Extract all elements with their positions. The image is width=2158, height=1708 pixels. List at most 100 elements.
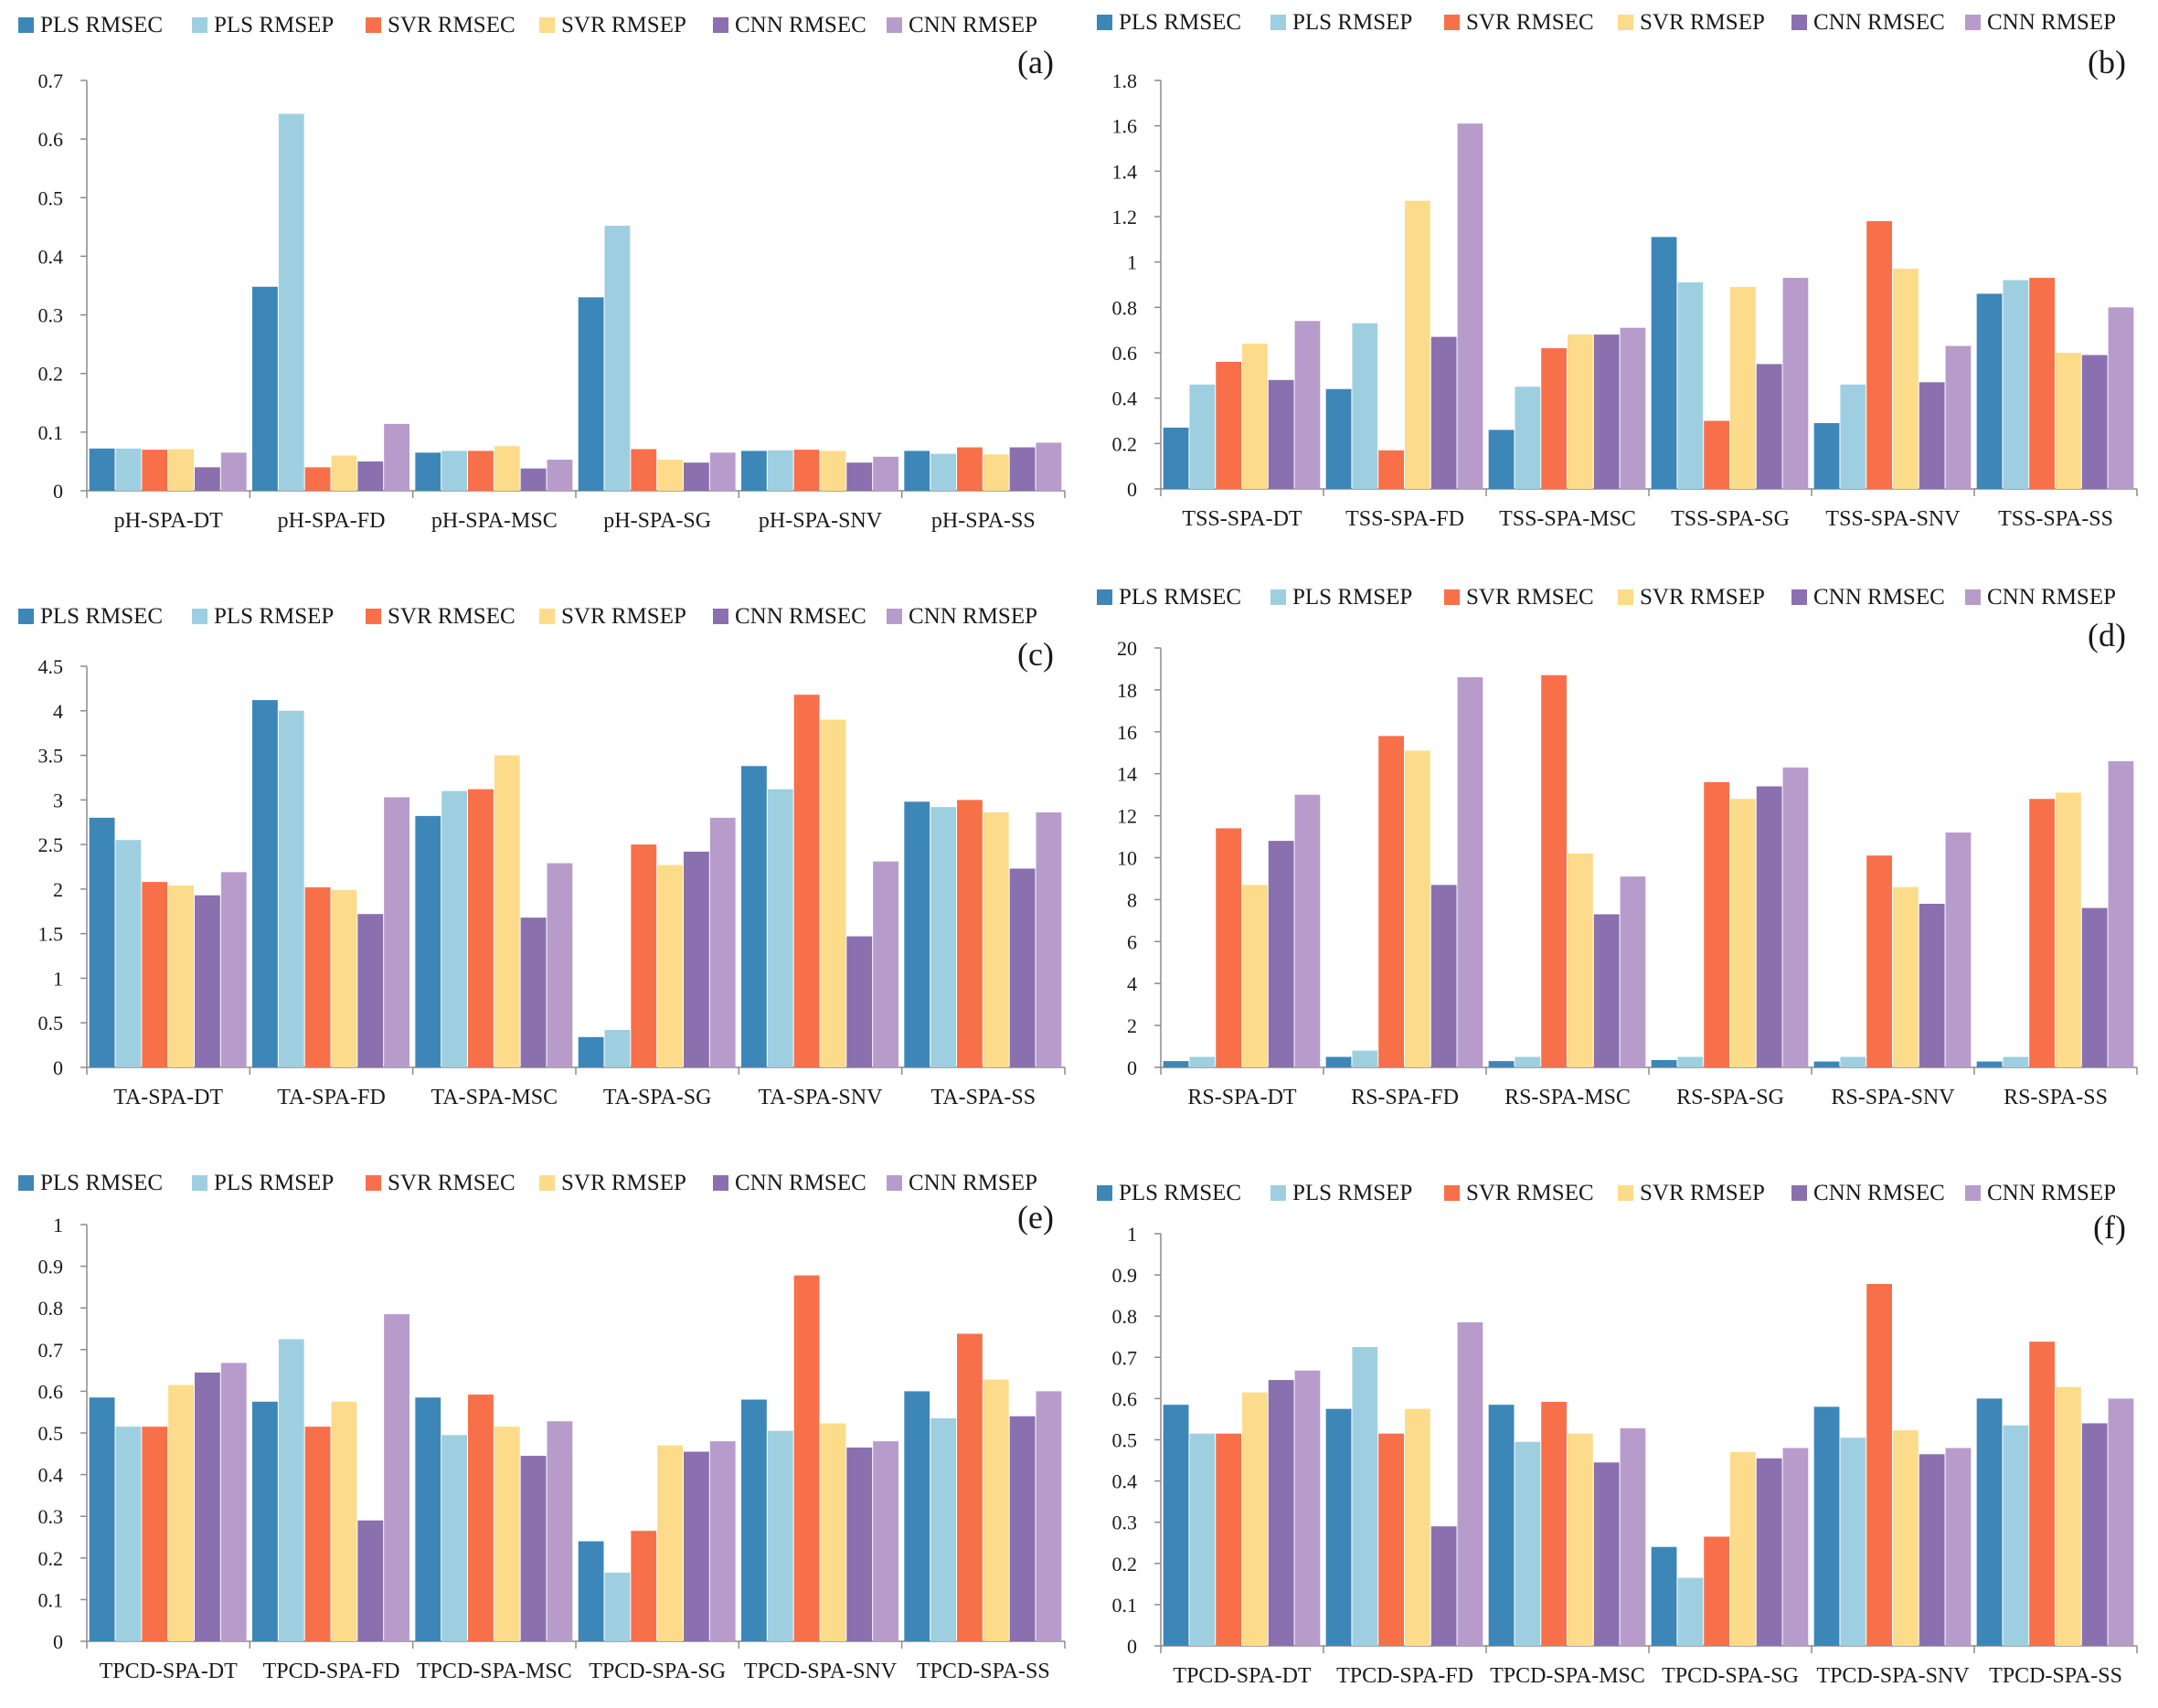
y-tick-label: 0.6 <box>38 1380 64 1403</box>
legend-swatch-4 <box>1791 15 1807 30</box>
bar-pls-rmsec <box>578 297 604 491</box>
bar-pls-rmsec <box>1976 293 2003 489</box>
y-tick-label: 0 <box>53 1630 63 1653</box>
panel-label: (a) <box>1017 44 1054 80</box>
bar-pls-rmsep <box>1677 1577 1704 1646</box>
legend-label-2: SVR RMSEC <box>1466 585 1594 610</box>
y-tick-label: 0.8 <box>1112 296 1138 319</box>
y-tick-label: 3.5 <box>38 745 64 768</box>
x-tick-label: TPCD-SPA-SNV <box>1816 1664 1970 1688</box>
y-tick-label: 0.5 <box>38 1012 64 1034</box>
legend-swatch-0 <box>18 1175 34 1191</box>
bar-cnn-rmsep <box>873 1441 898 1641</box>
bar-svr-rmsec <box>957 447 983 491</box>
bar-svr-rmsep <box>657 865 683 1067</box>
bar-svr-rmsep <box>1893 269 1919 489</box>
y-tick-label: 12 <box>1117 805 1137 828</box>
bar-svr-rmsep <box>1730 286 1756 489</box>
bar-svr-rmsec <box>1216 1433 1241 1646</box>
bar-cnn-rmsec <box>1919 382 1945 489</box>
legend-label-3: SVR RMSEP <box>561 1171 686 1195</box>
y-tick-label: 3 <box>53 789 63 812</box>
legend-label-4: CNN RMSEC <box>735 604 866 629</box>
x-tick-label: pH-SPA-FD <box>278 509 386 533</box>
bar-svr-rmsec <box>1704 420 1729 489</box>
legend-swatch-5 <box>1965 15 1981 30</box>
legend-label-4: CNN RMSEC <box>735 13 866 37</box>
bar-pls-rmsec <box>904 451 930 491</box>
legend-label-3: SVR RMSEP <box>1640 585 1765 610</box>
x-tick-label: pH-SPA-DT <box>114 509 223 533</box>
bar-cnn-rmsep <box>547 460 573 491</box>
bar-pls-rmsep <box>1189 1433 1216 1646</box>
bar-cnn-rmsec <box>683 462 709 491</box>
bar-pls-rmsec <box>252 1401 278 1641</box>
y-tick-label: 1.5 <box>38 923 64 946</box>
bar-cnn-rmsec <box>2081 907 2108 1067</box>
bar-svr-rmsec <box>1216 361 1241 489</box>
bar-cnn-rmsec <box>683 851 709 1067</box>
bar-pls-rmsep <box>930 1418 957 1641</box>
bar-cnn-rmsec <box>520 1456 547 1641</box>
x-tick-label: TPCD-SPA-MSC <box>417 1660 572 1683</box>
x-tick-label: TA-SPA-SS <box>931 1086 1036 1109</box>
y-tick-label: 0 <box>53 1056 63 1079</box>
bar-cnn-rmsep <box>1294 794 1321 1067</box>
y-tick-label: 0.7 <box>1112 1346 1138 1369</box>
bar-cnn-rmsep <box>873 861 898 1067</box>
bar-cnn-rmsep <box>1782 767 1809 1067</box>
bar-pls-rmsec <box>904 1391 930 1641</box>
y-tick-label: 0.7 <box>38 1339 64 1362</box>
bar-cnn-rmsep <box>2108 760 2134 1067</box>
bar-pls-rmsep <box>115 448 142 491</box>
legend-label-1: PLS RMSEP <box>1292 585 1412 610</box>
bar-cnn-rmsec <box>194 467 220 491</box>
y-tick-label: 0.2 <box>38 1547 64 1570</box>
y-tick-label: 0.4 <box>38 245 64 268</box>
legend-swatch-2 <box>366 609 381 624</box>
bar-cnn-rmsec <box>194 895 220 1067</box>
bar-svr-rmsep <box>2056 792 2081 1067</box>
legend-label-5: CNN RMSEP <box>1987 585 2116 610</box>
legend-label-3: SVR RMSEP <box>1640 1181 1765 1205</box>
bar-svr-rmsep <box>168 885 194 1067</box>
bar-cnn-rmsep <box>220 1363 247 1641</box>
bar-cnn-rmsep <box>1782 278 1809 489</box>
legend-swatch-3 <box>539 609 555 624</box>
bar-svr-rmsec <box>1704 1536 1729 1646</box>
bar-svr-rmsep <box>820 451 846 491</box>
bar-svr-rmsep <box>2056 353 2081 489</box>
bar-cnn-rmsep <box>1036 1391 1062 1641</box>
y-tick-label: 1.8 <box>1112 69 1138 92</box>
bar-svr-rmsep <box>1405 200 1430 489</box>
bar-pls-rmsep <box>441 451 468 491</box>
legend-label-1: PLS RMSEP <box>1292 10 1412 35</box>
x-tick-label: RS-SPA-SG <box>1676 1086 1784 1109</box>
y-tick-label: 8 <box>1127 888 1137 911</box>
panel-label: (f) <box>2093 1209 2126 1246</box>
bar-cnn-rmsep <box>384 1314 409 1641</box>
bar-pls-rmsep <box>1840 1056 1866 1067</box>
bar-svr-rmsep <box>1730 1452 1756 1646</box>
bar-svr-rmsec <box>2029 799 2055 1067</box>
x-tick-label: TSS-SPA-FD <box>1345 507 1464 531</box>
bar-pls-rmsec <box>741 1399 767 1641</box>
bar-svr-rmsec <box>304 886 331 1067</box>
legend-swatch-3 <box>539 17 555 33</box>
chart-panel-e: PLS RMSEC PLS RMSEP SVR RMSEC SVR RMSEP CNN … <box>18 1171 1066 1683</box>
bar-pls-rmsec <box>1813 1061 1840 1067</box>
legend-label-0: PLS RMSEC <box>1119 585 1241 610</box>
x-tick-label: TA-SPA-SNV <box>759 1086 884 1109</box>
y-tick-label: 10 <box>1117 847 1137 870</box>
bar-pls-rmsep <box>1677 282 1704 489</box>
bar-svr-rmsec <box>1378 1433 1404 1646</box>
bar-cnn-rmsec <box>194 1372 220 1641</box>
y-tick-label: 4 <box>53 700 63 723</box>
legend-swatch-5 <box>1965 589 1981 605</box>
x-tick-label: RS-SPA-SS <box>2004 1086 2108 1109</box>
bar-cnn-rmsec <box>1009 868 1036 1067</box>
y-tick-label: 0.1 <box>38 421 64 444</box>
legend-label-1: PLS RMSEP <box>214 1171 334 1195</box>
y-tick-label: 0.6 <box>1112 1387 1138 1410</box>
bar-svr-rmsec <box>304 467 331 491</box>
